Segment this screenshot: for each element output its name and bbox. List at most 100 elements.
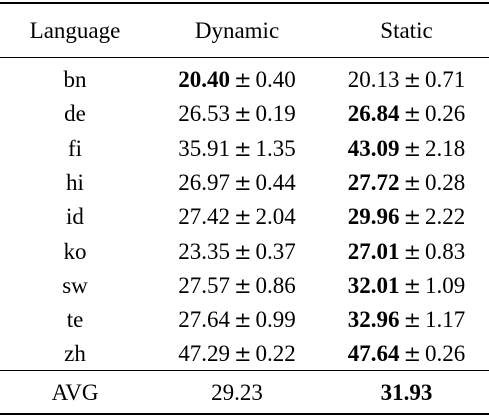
cell-language: hi (66, 169, 84, 195)
cell-static-mean: 32.01 (347, 272, 400, 298)
table-row: te 27.64 ±0.99 32.96 ±1.17 (0, 301, 489, 338)
plus-minus-symbol: ± (233, 102, 252, 127)
cell-dynamic-std: 0.37 (255, 238, 296, 264)
table-row: zh 47.29 ±0.22 47.64 ±0.26 (0, 335, 489, 372)
cell-static-std: 2.18 (425, 135, 466, 161)
cell-dynamic-mean: 27.57 (178, 272, 230, 298)
plus-minus-symbol: ± (403, 308, 422, 333)
cell-language: fi (67, 135, 83, 161)
cell-language: zh (64, 341, 86, 367)
header-rule (0, 57, 489, 58)
body-rule (0, 370, 489, 371)
table-row: bn 20.40 ±0.40 20.13 ±0.71 (0, 61, 489, 98)
cell-static-std: 0.26 (425, 101, 466, 127)
plus-minus-symbol: ± (403, 136, 422, 161)
avg-static: 31.93 (380, 380, 433, 405)
avg-label: AVG (51, 380, 99, 405)
cell-language: ko (63, 238, 87, 264)
cell-dynamic-mean: 27.42 (178, 204, 230, 230)
cell-dynamic-std: 0.40 (255, 67, 296, 92)
cell-static-std: 1.17 (425, 307, 466, 333)
cell-language: bn (63, 67, 87, 92)
cell-language: te (66, 307, 84, 333)
plus-minus-symbol: ± (233, 68, 252, 92)
cell-dynamic-std: 0.99 (255, 307, 296, 333)
plus-minus-symbol: ± (403, 205, 422, 230)
cell-static-std: 2.22 (425, 204, 466, 230)
cell-language: id (66, 204, 84, 230)
cell-dynamic: 27.57 ±0.86 (150, 267, 324, 304)
cell-dynamic: 23.35 ±0.37 (150, 233, 324, 270)
cell-dynamic-std: 0.22 (255, 341, 296, 367)
cell-dynamic-mean: 27.64 (178, 307, 230, 333)
cell-static-std: 0.83 (425, 238, 466, 264)
plus-minus-symbol: ± (233, 136, 252, 161)
cell-static-mean: 27.72 (347, 169, 400, 195)
cell-static: 20.13 ±0.71 (324, 61, 489, 98)
header-static: Static (380, 18, 433, 43)
header-dynamic: Dynamic (194, 18, 280, 43)
plus-minus-symbol: ± (233, 239, 252, 264)
table-row: fi 35.91 ±1.35 43.09 ±2.18 (0, 130, 489, 167)
table-row: ko 23.35 ±0.37 27.01 ±0.83 (0, 233, 489, 270)
plus-minus-symbol: ± (403, 170, 422, 195)
plus-minus-symbol: ± (403, 68, 422, 92)
cell-static-std: 0.71 (425, 67, 466, 92)
cell-dynamic: 26.97 ±0.44 (150, 164, 324, 201)
cell-dynamic-std: 2.04 (255, 204, 296, 230)
cell-dynamic-std: 0.86 (255, 272, 296, 298)
cell-static-mean: 29.96 (347, 204, 400, 230)
plus-minus-symbol: ± (403, 102, 422, 127)
plus-minus-symbol: ± (233, 205, 252, 230)
cell-static: 43.09 ±2.18 (324, 130, 489, 167)
cell-static-std: 1.09 (425, 272, 466, 298)
cell-dynamic: 27.64 ±0.99 (150, 301, 324, 338)
plus-minus-symbol: ± (403, 239, 422, 264)
cell-dynamic: 26.53 ±0.19 (150, 95, 324, 132)
plus-minus-symbol: ± (233, 308, 252, 333)
table-row: id 27.42 ±2.04 29.96 ±2.22 (0, 198, 489, 235)
header-language: Language (29, 18, 121, 43)
cell-dynamic-std: 1.35 (255, 135, 296, 161)
cell-dynamic-std: 0.19 (255, 101, 296, 127)
bottom-rule (0, 413, 489, 415)
cell-dynamic-mean: 26.97 (178, 169, 230, 195)
cell-dynamic-std: 0.44 (255, 169, 296, 195)
plus-minus-symbol: ± (403, 273, 422, 298)
cell-static: 26.84 ±0.26 (324, 95, 489, 132)
plus-minus-symbol: ± (233, 170, 252, 195)
cell-static-mean: 27.01 (347, 238, 400, 264)
cell-dynamic: 20.40 ±0.40 (150, 61, 324, 98)
plus-minus-symbol: ± (233, 342, 252, 367)
cell-dynamic-mean: 20.40 (178, 67, 230, 92)
plus-minus-symbol: ± (233, 273, 252, 298)
cell-dynamic: 47.29 ±0.22 (150, 335, 324, 372)
top-rule (0, 2, 489, 4)
cell-static: 47.64 ±0.26 (324, 335, 489, 372)
cell-static-mean: 47.64 (347, 341, 400, 367)
cell-static-std: 0.26 (425, 341, 466, 367)
cell-static-mean: 26.84 (347, 101, 400, 127)
cell-language: sw (62, 272, 88, 298)
cell-dynamic: 35.91 ±1.35 (150, 130, 324, 167)
cell-dynamic-mean: 23.35 (178, 238, 230, 264)
cell-static: 32.01 ±1.09 (324, 267, 489, 304)
avg-row: AVG 29.23 31.93 (0, 374, 489, 411)
cell-dynamic-mean: 47.29 (178, 341, 230, 367)
table-row: hi 26.97 ±0.44 27.72 ±0.28 (0, 164, 489, 201)
cell-language: de (64, 101, 86, 127)
header-row: Language Dynamic Static (0, 12, 489, 49)
table-row: de 26.53 ±0.19 26.84 ±0.26 (0, 95, 489, 132)
avg-dynamic: 29.23 (211, 380, 263, 405)
cell-static-mean: 32.96 (347, 307, 400, 333)
table-row: sw 27.57 ±0.86 32.01 ±1.09 (0, 267, 489, 304)
cell-dynamic-mean: 35.91 (178, 135, 230, 161)
cell-static-mean: 20.13 (347, 67, 400, 92)
cell-static: 32.96 ±1.17 (324, 301, 489, 338)
cell-static: 27.72 ±0.28 (324, 164, 489, 201)
plus-minus-symbol: ± (403, 342, 422, 367)
cell-static-std: 0.28 (425, 169, 466, 195)
cell-static: 29.96 ±2.22 (324, 198, 489, 235)
cell-dynamic-mean: 26.53 (178, 101, 230, 127)
